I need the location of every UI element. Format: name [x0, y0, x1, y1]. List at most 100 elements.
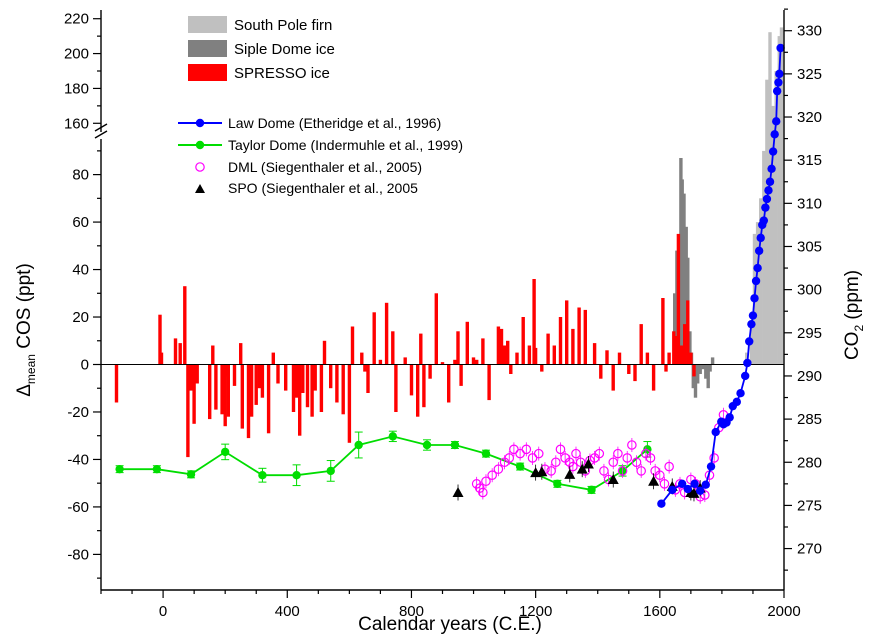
y-right-tick-label: 315	[797, 152, 822, 169]
point-spo	[452, 486, 464, 497]
bar-spresso	[294, 364, 299, 398]
bar-spresso	[599, 364, 603, 379]
bar-spresso	[260, 364, 265, 398]
point-law-dome	[767, 164, 776, 174]
bar-spresso	[558, 317, 563, 365]
bar-spresso	[577, 307, 581, 365]
bar-spresso	[605, 350, 609, 365]
point-dml	[700, 490, 710, 500]
bar-spresso	[422, 364, 426, 408]
bar-spresso	[276, 364, 280, 384]
bar-spresso	[335, 364, 339, 403]
point-spo	[648, 475, 660, 486]
point-dml	[608, 457, 619, 468]
point-dml	[645, 453, 656, 463]
bar-siple-dome	[698, 364, 702, 374]
bar-spresso	[487, 364, 491, 401]
bar-spresso	[366, 364, 370, 393]
bar-spresso	[394, 364, 398, 412]
y-right-tick-label: 275	[797, 497, 822, 514]
bar-spresso	[419, 333, 423, 365]
point-law-dome	[740, 371, 750, 381]
bar-spresso	[672, 331, 676, 365]
point-law-dome	[761, 203, 770, 212]
y-right-tick-label: 320	[797, 109, 822, 126]
bar-spresso	[527, 345, 532, 365]
bar-spresso	[571, 328, 575, 365]
bar-spresso	[246, 364, 251, 439]
bar-spresso	[645, 352, 650, 365]
bar-spresso	[664, 364, 668, 372]
bar-spresso	[347, 364, 352, 443]
point-dml	[617, 466, 628, 476]
bar-south-pole-firn	[779, 27, 784, 365]
point-law-dome	[756, 233, 765, 243]
point-law-dome	[772, 86, 782, 96]
point-dml	[627, 440, 637, 450]
bar-spresso	[159, 352, 164, 365]
bar-spresso	[240, 364, 244, 429]
bar-spresso	[249, 364, 254, 417]
legend-label-spo: SPO (Siegenthaler et al., 2005	[228, 180, 418, 196]
point-dml	[551, 457, 561, 468]
point-taylor-dome	[326, 466, 335, 476]
point-law-dome	[747, 319, 756, 329]
bar-spresso	[266, 364, 271, 434]
series-line-law-dome	[660, 47, 782, 505]
bar-spresso	[540, 364, 544, 372]
point-law-dome	[690, 479, 699, 489]
bar-spresso	[661, 298, 665, 365]
legend-label-siple-dome: Siple Dome ice	[234, 41, 335, 58]
point-law-dome	[711, 427, 720, 437]
point-dml	[546, 466, 556, 476]
bar-siple-dome	[693, 364, 698, 398]
point-law-dome	[764, 186, 773, 195]
bar-spresso	[611, 364, 615, 391]
point-dml	[555, 444, 566, 455]
bar-siple-dome	[688, 331, 692, 365]
point-law-dome	[772, 117, 781, 126]
bar-spresso	[676, 233, 681, 365]
bar-south-pole-firn	[745, 352, 749, 365]
point-dml	[655, 470, 665, 481]
bar-spresso	[667, 352, 671, 365]
axis-break-mark	[94, 130, 108, 139]
bar-spresso	[254, 364, 258, 405]
bar-spresso	[158, 314, 162, 365]
legend-marker-law-dome	[195, 118, 205, 128]
bar-spresso	[651, 364, 656, 391]
bar-spresso	[372, 312, 376, 365]
point-law-dome	[762, 194, 772, 204]
bar-spresso	[291, 364, 296, 412]
y-left-tick-label: -80	[67, 546, 89, 563]
bar-spresso	[686, 300, 690, 365]
bar-spresso	[532, 279, 536, 365]
point-dml	[709, 453, 719, 463]
bar-spresso	[565, 300, 569, 365]
y-left-tick-label: 0	[81, 357, 89, 374]
bar-south-pole-firn	[774, 71, 778, 365]
bar-spresso	[692, 364, 696, 377]
bar-spresso	[360, 352, 364, 365]
point-dml	[571, 448, 581, 459]
point-law-dome	[751, 276, 761, 286]
point-law-dome	[754, 246, 764, 256]
point-law-dome	[657, 499, 666, 508]
x-tick-label: 1600	[643, 603, 676, 620]
x-tick-label: 2000	[767, 603, 800, 620]
point-dml	[504, 453, 515, 463]
bar-south-pole-firn	[762, 150, 766, 365]
y-right-tick-label: 285	[797, 411, 822, 428]
bar-spresso	[322, 340, 327, 365]
y-right-tick-label: 305	[797, 238, 822, 255]
y-left-tick-label: 80	[72, 167, 89, 184]
point-taylor-dome	[292, 471, 301, 480]
x-tick-label: 400	[275, 603, 300, 620]
bar-spresso	[319, 364, 324, 412]
bar-south-pole-firn	[755, 222, 760, 365]
bar-spresso	[456, 331, 460, 365]
axis-break-mark	[94, 123, 108, 132]
bar-spresso	[496, 326, 501, 365]
point-law-dome	[745, 337, 754, 346]
